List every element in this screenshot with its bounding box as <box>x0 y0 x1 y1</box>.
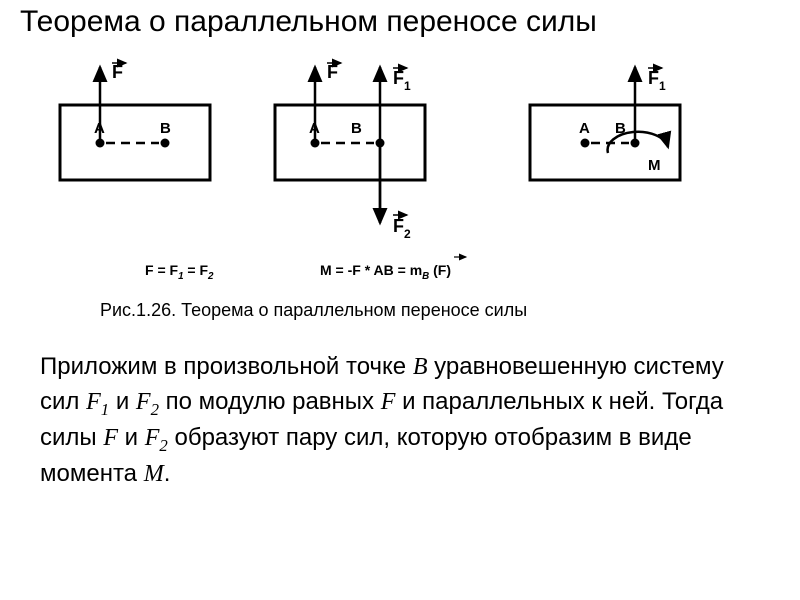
label-f1-d2: F1 <box>393 68 411 93</box>
body-paragraph: Приложим в произвольной точке В уравнове… <box>40 350 760 492</box>
label-b: B <box>160 120 171 137</box>
label-f1-d3: F1 <box>648 68 666 93</box>
page-title: Теорема о параллельном переносе силы <box>20 5 597 39</box>
label-m-d3: M <box>648 157 661 174</box>
label-b2: B <box>351 120 362 137</box>
label-f2-d2: F2 <box>393 216 411 241</box>
label-f-d2: F <box>327 62 338 82</box>
diagram-row: A B F A B F F1 F2 <box>60 55 760 255</box>
figure-caption: Рис.1.26. Теорема о параллельном перенос… <box>100 300 527 321</box>
label-f: F <box>112 62 123 82</box>
label-a3: A <box>579 120 590 137</box>
diagrams-svg: A B F A B F F1 F2 <box>60 55 760 265</box>
